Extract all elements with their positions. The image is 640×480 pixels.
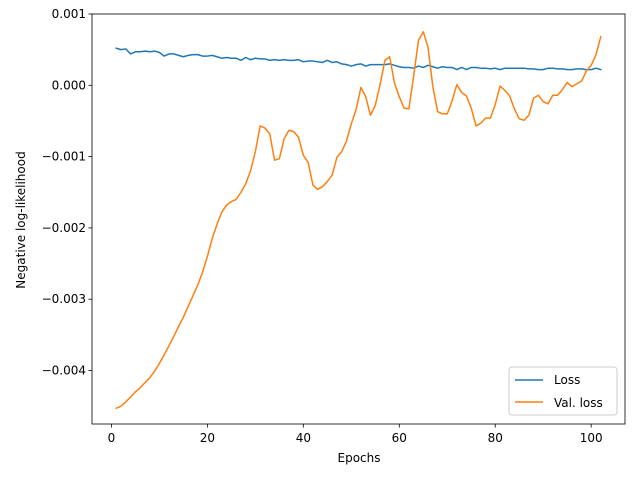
- legend: Loss Val. loss: [508, 366, 618, 416]
- y-tick-label: −0.002: [42, 221, 86, 235]
- y-axis: −0.004 −0.003 −0.002 −0.001 0.000 0.001: [42, 7, 92, 378]
- x-tick-label: 20: [200, 431, 215, 445]
- y-tick-label: 0.001: [52, 7, 86, 21]
- series-layer: [115, 31, 602, 410]
- y-tick-label: −0.003: [42, 292, 86, 306]
- plot-frame: [91, 13, 626, 425]
- x-tick-label: 100: [580, 431, 603, 445]
- x-tick-label: 60: [392, 431, 407, 445]
- series-line-loss: [115, 47, 602, 71]
- x-tick-label: 0: [108, 431, 116, 445]
- legend-label-val-loss: Val. loss: [554, 396, 603, 410]
- y-tick-label: −0.001: [42, 150, 86, 164]
- y-tick-label: −0.004: [42, 364, 86, 378]
- y-tick-label: 0.000: [52, 78, 86, 92]
- legend-label-loss: Loss: [554, 373, 580, 387]
- plot-area: [92, 14, 625, 424]
- legend-box: [508, 366, 618, 416]
- x-axis: 0 20 40 60 80 100: [108, 424, 603, 445]
- series-line-val-loss: [115, 31, 602, 410]
- x-tick-label: 80: [488, 431, 503, 445]
- x-tick-label: 40: [296, 431, 311, 445]
- x-axis-label: Epochs: [338, 451, 381, 465]
- y-axis-label: Negative log-likelihood: [14, 151, 28, 288]
